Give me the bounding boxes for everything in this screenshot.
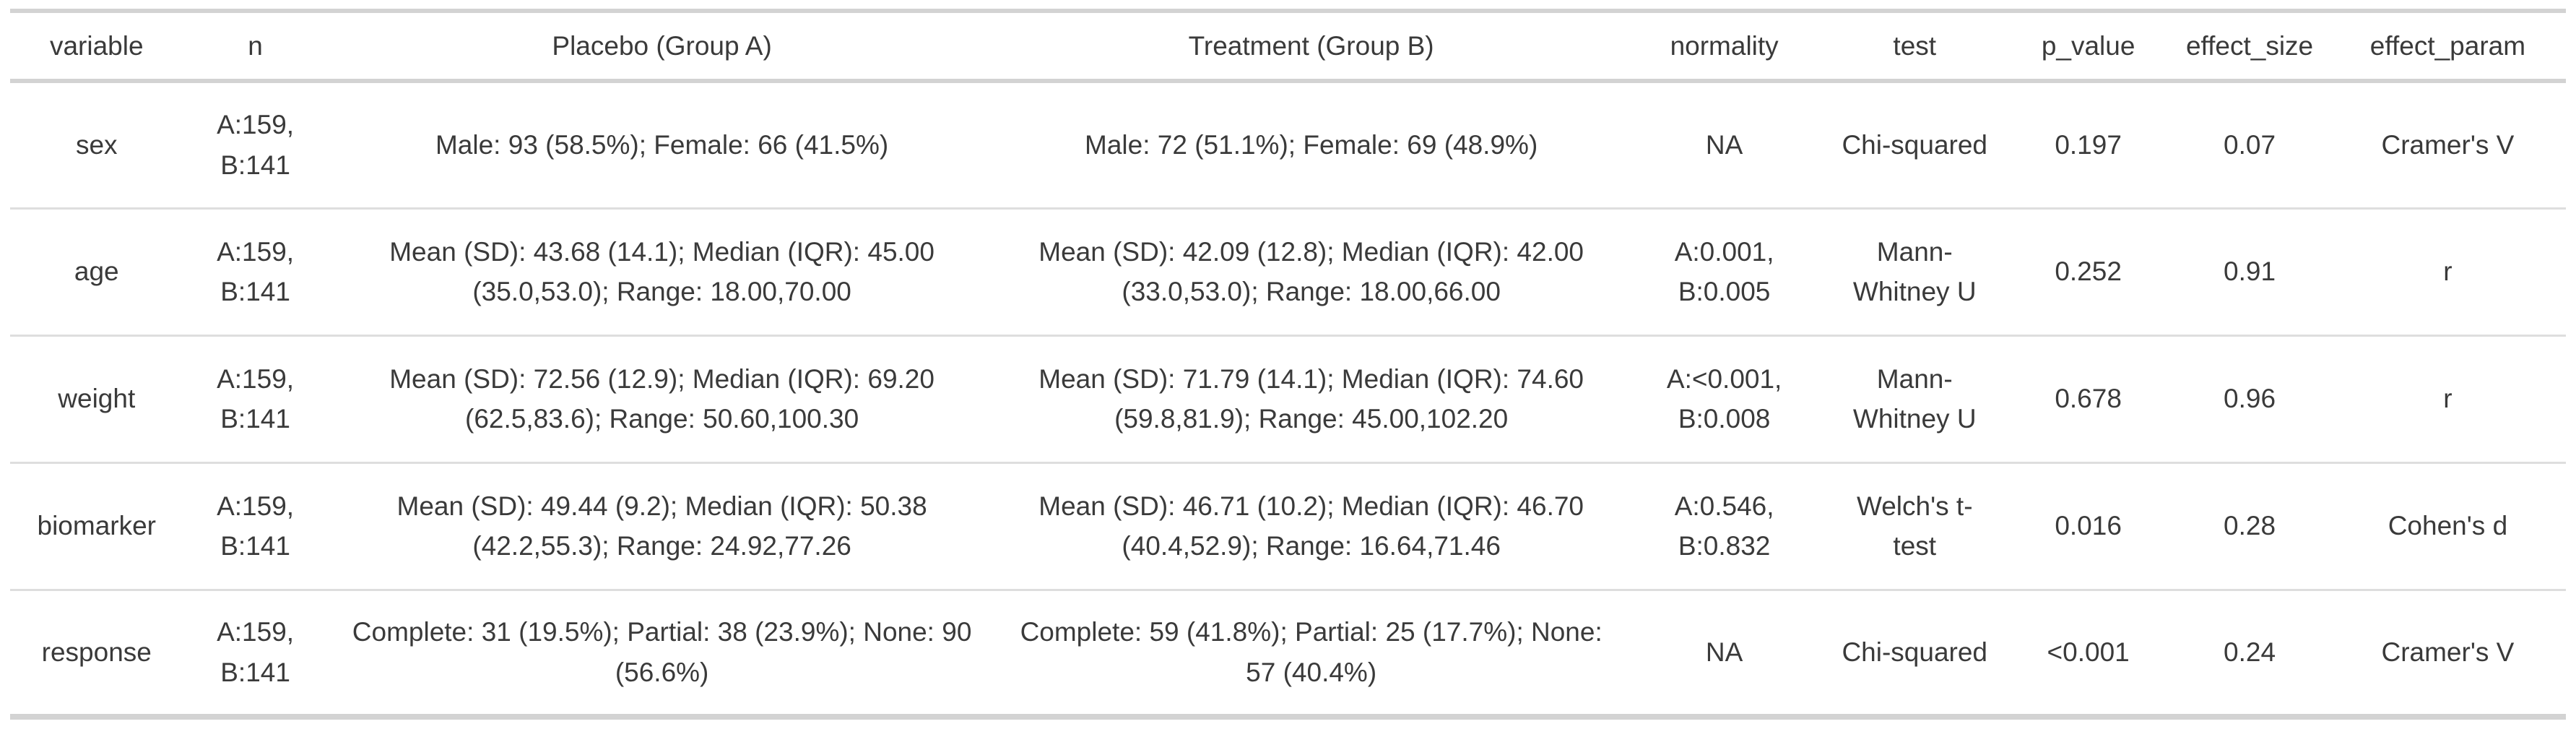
column-header-test: test: [1893, 30, 1937, 61]
cell-effect-param: Cramer's V: [2381, 637, 2515, 667]
cell-placebo: Mean (SD): 43.68 (14.1); Median (IQR): 4…: [389, 236, 934, 307]
cell-normality: A:0.546, B:0.832: [1674, 491, 1774, 561]
column-header-p-value: p_value: [2041, 30, 2135, 61]
cell-variable: biomarker: [37, 511, 157, 541]
cell-p-value: 0.252: [2055, 257, 2122, 287]
column-header-normality: normality: [1670, 30, 1779, 61]
cell-effect-param: r: [2443, 384, 2453, 414]
cell-test: Chi-squared: [1842, 130, 1988, 160]
column-header-treatment: Treatment (Group B): [1188, 30, 1434, 61]
group-comparison-table: variable n Placebo (Group A) Treatment (…: [10, 9, 2566, 720]
cell-effect-size: 0.24: [2224, 637, 2276, 667]
table-row-sex: sex A:159, B:141 Male: 93 (58.5%); Femal…: [10, 81, 2566, 208]
cell-treatment: Mean (SD): 46.71 (10.2); Median (IQR): 4…: [1038, 491, 1584, 561]
cell-variable: weight: [58, 384, 136, 414]
cell-effect-param: Cramer's V: [2381, 130, 2515, 160]
cell-effect-size: 0.91: [2224, 257, 2276, 287]
cell-effect-size: 0.07: [2224, 130, 2276, 160]
cell-treatment: Mean (SD): 42.09 (12.8); Median (IQR): 4…: [1038, 236, 1584, 307]
cell-p-value: 0.197: [2055, 130, 2122, 160]
cell-treatment: Male: 72 (51.1%); Female: 69 (48.9%): [1085, 130, 1538, 160]
cell-n: A:159, B:141: [217, 363, 295, 434]
cell-placebo: Mean (SD): 72.56 (12.9); Median (IQR): 6…: [389, 363, 934, 434]
cell-test: Welch's t-test: [1856, 491, 1973, 561]
table-row-biomarker: biomarker A:159, B:141 Mean (SD): 49.44 …: [10, 462, 2566, 590]
table-body: sex A:159, B:141 Male: 93 (58.5%); Femal…: [10, 81, 2566, 717]
cell-normality: NA: [1705, 637, 1743, 667]
cell-normality: NA: [1705, 130, 1743, 160]
cell-n: A:159, B:141: [217, 491, 295, 561]
cell-n: A:159, B:141: [217, 236, 295, 307]
cell-effect-param: Cohen's d: [2388, 511, 2508, 541]
table-row-response: response A:159, B:141 Complete: 31 (19.5…: [10, 590, 2566, 717]
cell-p-value: 0.016: [2055, 511, 2122, 541]
cell-p-value: <0.001: [2047, 637, 2130, 667]
summary-table-container: variable n Placebo (Group A) Treatment (…: [10, 9, 2566, 720]
column-header-variable: variable: [49, 30, 144, 61]
table-row-weight: weight A:159, B:141 Mean (SD): 72.56 (12…: [10, 335, 2566, 462]
table-row-age: age A:159, B:141 Mean (SD): 43.68 (14.1)…: [10, 208, 2566, 335]
cell-treatment: Complete: 59 (41.8%); Partial: 25 (17.7%…: [1020, 617, 1603, 687]
cell-test: Mann-Whitney U: [1852, 236, 1977, 307]
cell-n: A:159, B:141: [217, 110, 295, 180]
cell-variable: response: [41, 637, 152, 667]
column-header-n: n: [248, 30, 263, 61]
cell-effect-param: r: [2443, 257, 2453, 287]
cell-p-value: 0.678: [2055, 384, 2122, 414]
table-header: variable n Placebo (Group A) Treatment (…: [10, 11, 2566, 81]
cell-treatment: Mean (SD): 71.79 (14.1); Median (IQR): 7…: [1038, 363, 1584, 434]
cell-n: A:159, B:141: [217, 617, 295, 687]
column-header-placebo: Placebo (Group A): [552, 30, 772, 61]
cell-effect-size: 0.96: [2224, 384, 2276, 414]
column-header-effect-size: effect_size: [2185, 30, 2314, 61]
header-row: variable n Placebo (Group A) Treatment (…: [10, 11, 2566, 81]
cell-normality: A:<0.001, B:0.008: [1666, 363, 1782, 434]
cell-normality: A:0.001, B:0.005: [1674, 236, 1774, 307]
cell-variable: sex: [75, 130, 118, 160]
column-header-effect-param: effect_param: [2369, 30, 2526, 61]
cell-test: Mann-Whitney U: [1852, 363, 1977, 434]
cell-effect-size: 0.28: [2224, 511, 2276, 541]
cell-variable: age: [74, 257, 119, 287]
cell-placebo: Male: 93 (58.5%); Female: 66 (41.5%): [435, 130, 889, 160]
cell-placebo: Mean (SD): 49.44 (9.2); Median (IQR): 50…: [396, 491, 927, 561]
cell-test: Chi-squared: [1842, 637, 1988, 667]
cell-placebo: Complete: 31 (19.5%); Partial: 38 (23.9%…: [352, 617, 972, 687]
